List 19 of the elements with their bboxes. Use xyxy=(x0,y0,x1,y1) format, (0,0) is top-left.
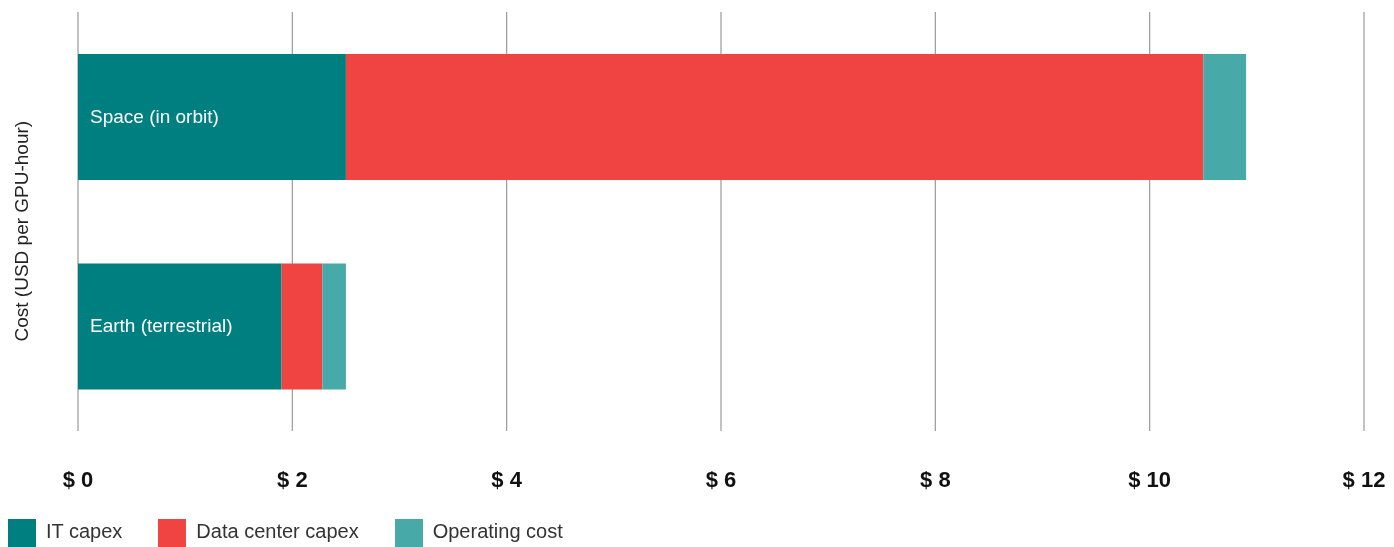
bar xyxy=(281,263,323,390)
legend-label: Data center capex xyxy=(196,520,359,543)
x-tick-label: $ 2 xyxy=(277,466,308,492)
y-tick-label: Earth (terrestrial) xyxy=(90,315,233,337)
x-tick-label: $ 8 xyxy=(920,466,951,492)
bar xyxy=(1203,53,1247,180)
x-tick-label: $ 10 xyxy=(1128,466,1172,492)
x-tick-label: $ 0 xyxy=(62,466,94,492)
bar xyxy=(78,263,282,390)
bar xyxy=(345,53,1204,180)
x-tick-label: $ 12 xyxy=(1342,466,1386,492)
y-tick-label: Space (in orbit) xyxy=(90,105,219,127)
legend-label: IT capex xyxy=(46,520,123,543)
x-tick-label: $ 4 xyxy=(491,466,523,492)
bar xyxy=(78,53,346,180)
x-tick-label: $ 6 xyxy=(705,466,737,492)
bar xyxy=(322,263,346,390)
y-axis-title: Cost (USD per GPU-hour) xyxy=(10,120,32,342)
legend-label: Operating cost xyxy=(432,520,563,543)
